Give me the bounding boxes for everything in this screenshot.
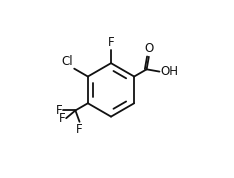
- Text: F: F: [108, 36, 114, 49]
- Text: O: O: [144, 42, 154, 55]
- Text: Cl: Cl: [62, 55, 73, 68]
- Text: F: F: [76, 123, 83, 136]
- Text: F: F: [59, 112, 66, 125]
- Text: OH: OH: [160, 65, 178, 78]
- Text: F: F: [56, 104, 63, 117]
